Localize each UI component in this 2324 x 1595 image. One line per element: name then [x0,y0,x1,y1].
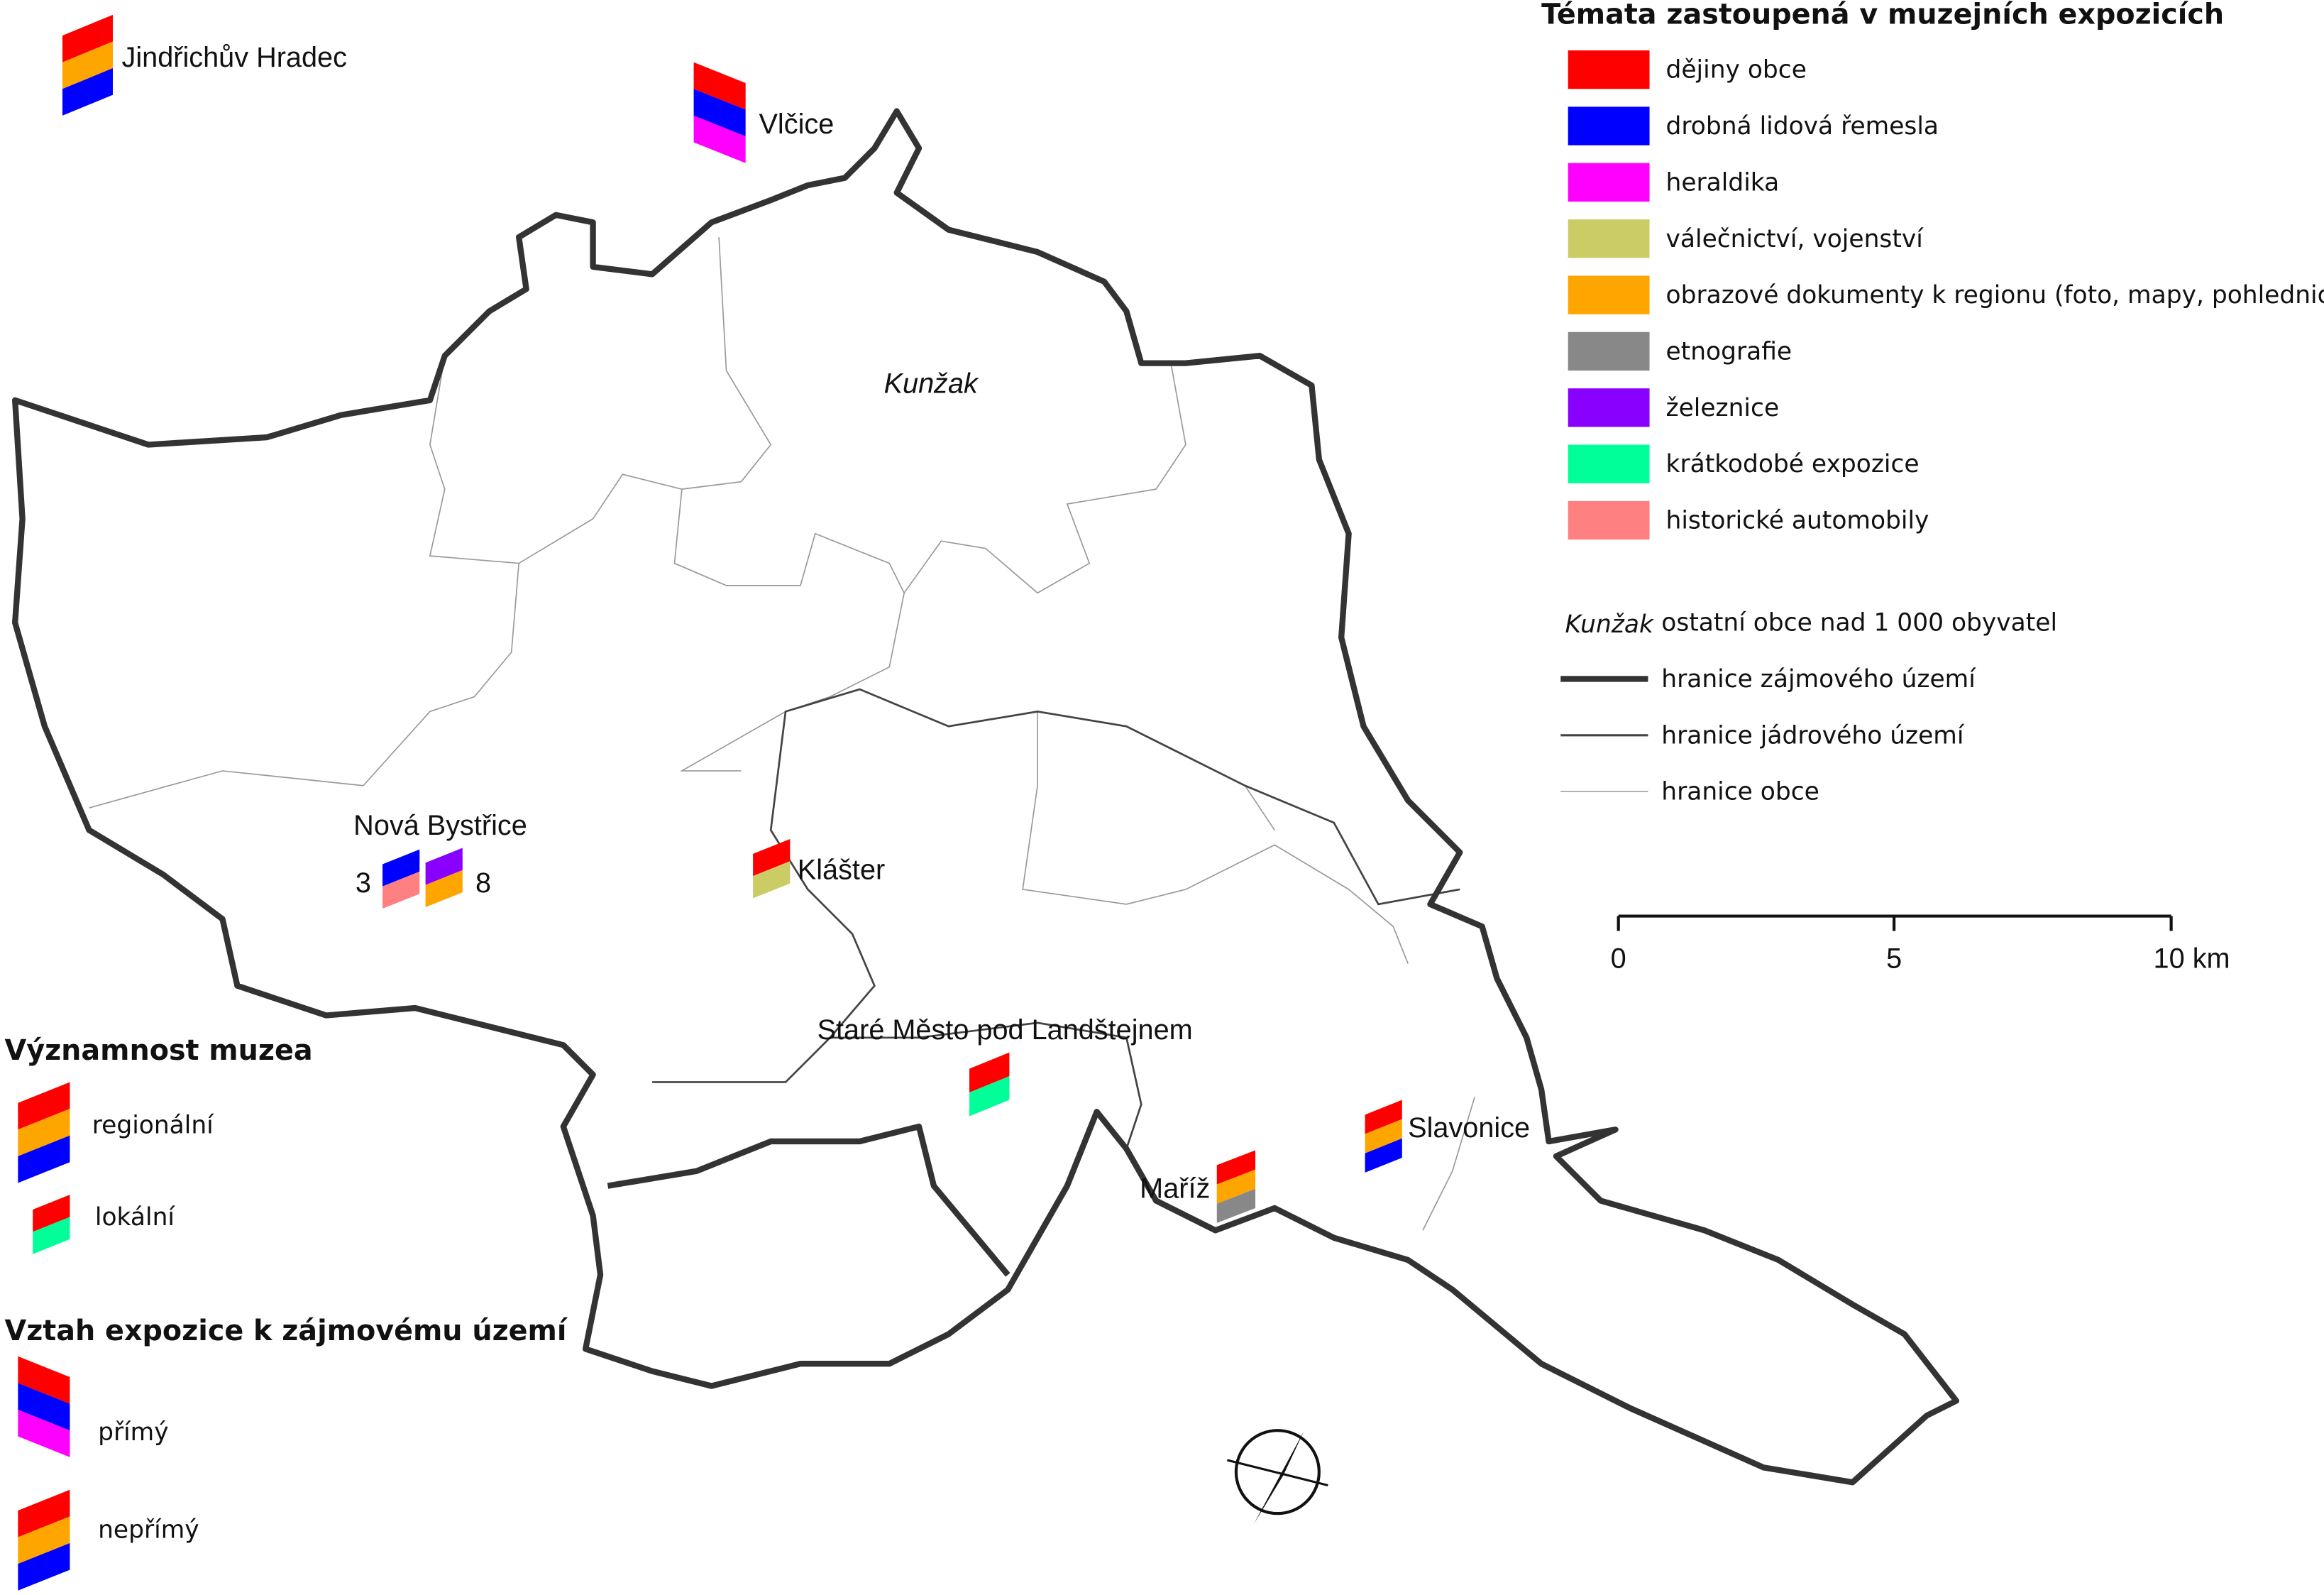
symbol-stripe [62,68,113,116]
symbol-stripe [62,14,113,62]
symbol-stripe [18,1516,70,1564]
legend-label: dějiny obce [1666,56,1807,84]
symbol-stripe [1365,1119,1402,1153]
legend-label: lokální [95,1203,175,1232]
legend-label: ostatní obce nad 1 000 obyvatel [1661,609,2057,637]
symbol-stripe [382,871,420,909]
museum-symbol [753,838,791,899]
town-label: Slavonice [1408,1112,1530,1144]
symbol-stripe [33,1217,70,1254]
legend-label: historické automobily [1666,507,1929,535]
town-label: Vlčice [759,109,834,140]
town-label: Staré Město pod Landštejnem [817,1014,1193,1046]
museum-symbol [18,1082,70,1183]
symbol-stripe [969,1076,1010,1117]
symbol-stripe [18,1135,70,1183]
museum-symbol [693,62,746,163]
museum-symbol [1216,1150,1256,1223]
core-border [652,688,1460,1149]
museum-symbol [18,1489,70,1591]
legend-label: krátkodobé expozice [1666,450,1920,478]
symbol-stripe [753,861,791,899]
legend-title: Významnost muzea [5,1034,313,1067]
museum-symbol [1365,1100,1402,1173]
legend-label: hranice zájmového území [1661,665,1976,694]
symbol-stripe [969,1052,1010,1093]
legend-swatch [1568,500,1650,540]
interest-area-border [11,108,1959,1486]
symbol-stripe [1365,1100,1402,1134]
compass [1227,1429,1328,1524]
museum-count: 8 [475,867,491,899]
symbol-stripe [18,1109,70,1156]
legend-swatch [1568,444,1650,483]
scale-label: 10 km [2154,943,2230,975]
symbol-stripe [18,1489,70,1538]
legend-label: železnice [1666,394,1780,422]
symbol-stripe [1216,1150,1256,1185]
legend-label: etnografie [1666,338,1792,366]
museum-symbol [382,849,420,909]
symbol-stripe [693,89,746,137]
legend-swatch [1568,219,1650,258]
symbol-stripe [62,41,113,89]
legend-label: přímý [98,1418,169,1447]
legend-swatch [1568,106,1650,146]
legend-swatch [1568,388,1650,427]
legend-label: hranice jádrového území [1661,721,1965,750]
symbol-stripe [693,115,746,163]
symbol-stripe [33,1195,70,1232]
symbol-stripe [753,838,791,877]
town-label: Maříž [1140,1173,1210,1204]
museum-symbol [62,14,113,116]
legend-label: regionální [92,1112,214,1140]
legend-label: heraldika [1666,168,1780,197]
town-label: Kunžak [884,368,979,399]
legend-label: hranice obce [1661,778,1819,806]
legend-swatch [1568,50,1650,89]
legend-title: Témata zastoupená v muzejních expozicích [1541,0,2224,31]
compass-axis [1227,1459,1328,1486]
museum-count: 3 [356,867,371,899]
symbol-stripe [425,848,463,885]
symbol-stripe [18,1542,70,1591]
symbol-stripe [1216,1188,1256,1223]
museum-symbol [18,1356,70,1457]
legend-title: Vztah expozice k zájmovému území [5,1315,568,1347]
museum-symbol [33,1195,70,1254]
boundaries [11,108,1959,1486]
museum-symbol [969,1052,1010,1117]
legend-label: nepřímý [98,1516,199,1545]
town-label: Klášter [798,854,885,885]
legend-label: obrazové dokumenty k regionu (foto, mapy… [1666,281,2324,309]
symbol-stripe [18,1383,70,1431]
scale-label: 0 [1611,943,1626,975]
symbol-stripe [18,1409,70,1457]
symbol-stripe [1365,1138,1402,1173]
legend-swatch [1568,275,1650,314]
symbol-stripe [382,849,420,887]
symbol-stripe [425,870,463,908]
legend-swatch [1568,331,1650,371]
compass-needle [1253,1430,1304,1524]
scale-label: 5 [1886,943,1902,975]
town-label: Nová Bystřice [353,810,527,841]
legend-label: válečnictví, vojenství [1666,225,1924,253]
legend-town-sample: Kunžak [1565,610,1655,639]
symbol-stripe [693,62,746,110]
symbol-stripe [1216,1169,1256,1204]
symbol-stripe [18,1082,70,1130]
legend-swatch [1568,163,1650,202]
legend-label: drobná lidová řemesla [1666,112,1939,141]
compass-ring [1234,1429,1321,1515]
town-label: Jindřichův Hradec [122,42,347,73]
scale-bar [1617,914,2173,931]
symbol-stripe [18,1356,70,1404]
museum-symbol [425,848,463,908]
